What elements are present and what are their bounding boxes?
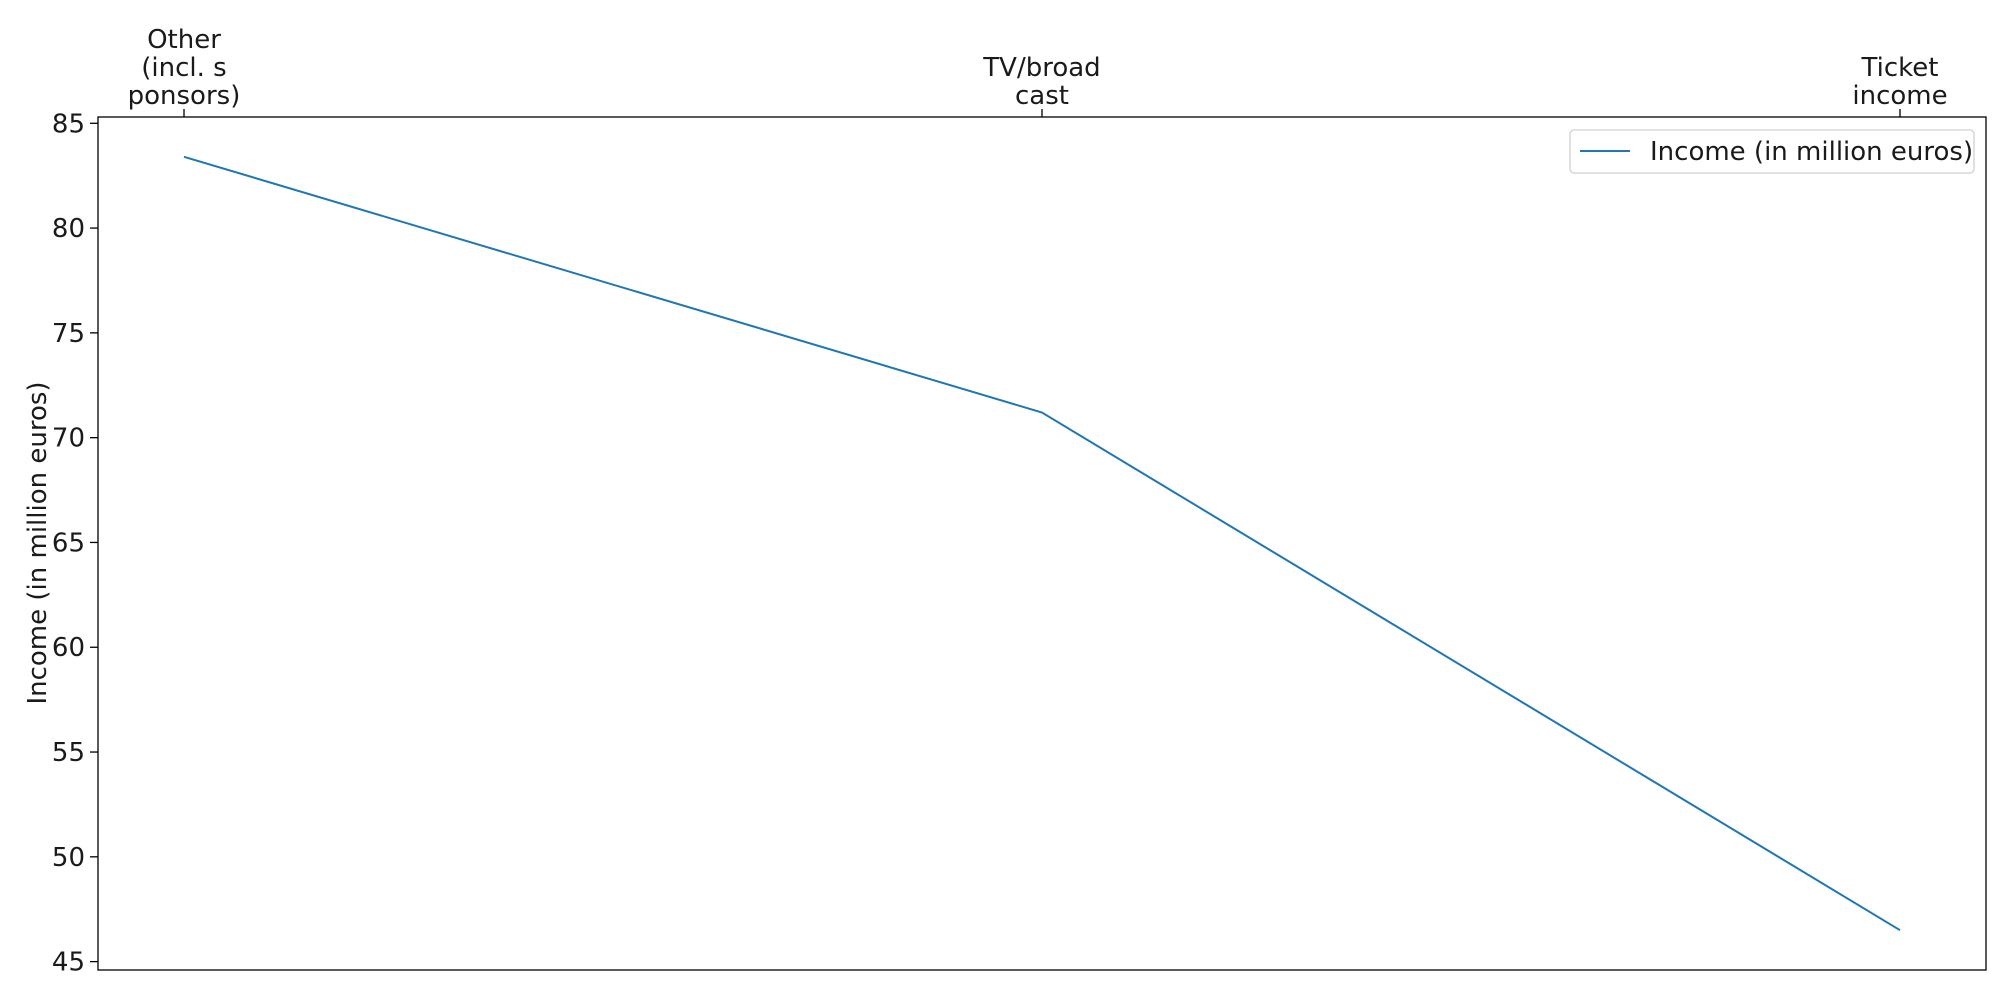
- y-tick-label: 85: [52, 109, 85, 139]
- y-tick-label: 55: [52, 738, 85, 768]
- legend-label: Income (in million euros): [1650, 137, 1973, 167]
- y-tick-label: 75: [52, 319, 85, 349]
- series-line: [183, 155, 1901, 932]
- y-axis-label: Income (in million euros): [23, 381, 53, 704]
- y-axis: 45 50 55 60 65 70 75 80 85: [52, 109, 98, 978]
- x-tick-label-line: ponsors): [128, 81, 241, 111]
- y-tick-label: 70: [52, 424, 85, 454]
- y-tick-label: 65: [52, 528, 85, 558]
- x-tick-label: Ticket income: [1852, 53, 1947, 111]
- x-tick-label-line: cast: [1015, 81, 1069, 111]
- x-tick-label: Other (incl. s ponsors): [128, 25, 241, 111]
- y-tick-label: 60: [52, 633, 85, 663]
- series-layer: [183, 155, 1901, 932]
- x-axis: Other (incl. s ponsors) TV/broad cast Ticket i…: [128, 25, 1948, 117]
- x-tick-label-line: (incl. s: [141, 53, 226, 83]
- y-tick-label: 80: [52, 214, 85, 244]
- y-tick-label: 45: [52, 948, 85, 978]
- legend: Income (in million euros): [1569, 129, 1975, 174]
- x-tick-label-line: TV/broad: [982, 53, 1100, 83]
- x-tick-label-line: Ticket: [1861, 53, 1939, 83]
- x-tick-label-line: Other: [147, 25, 221, 55]
- legend-box: [1569, 129, 1975, 174]
- y-tick-label: 50: [52, 843, 85, 873]
- plot-frame: [97, 116, 1987, 971]
- x-tick-label: TV/broad cast: [982, 53, 1100, 111]
- x-tick-label-line: income: [1852, 81, 1947, 111]
